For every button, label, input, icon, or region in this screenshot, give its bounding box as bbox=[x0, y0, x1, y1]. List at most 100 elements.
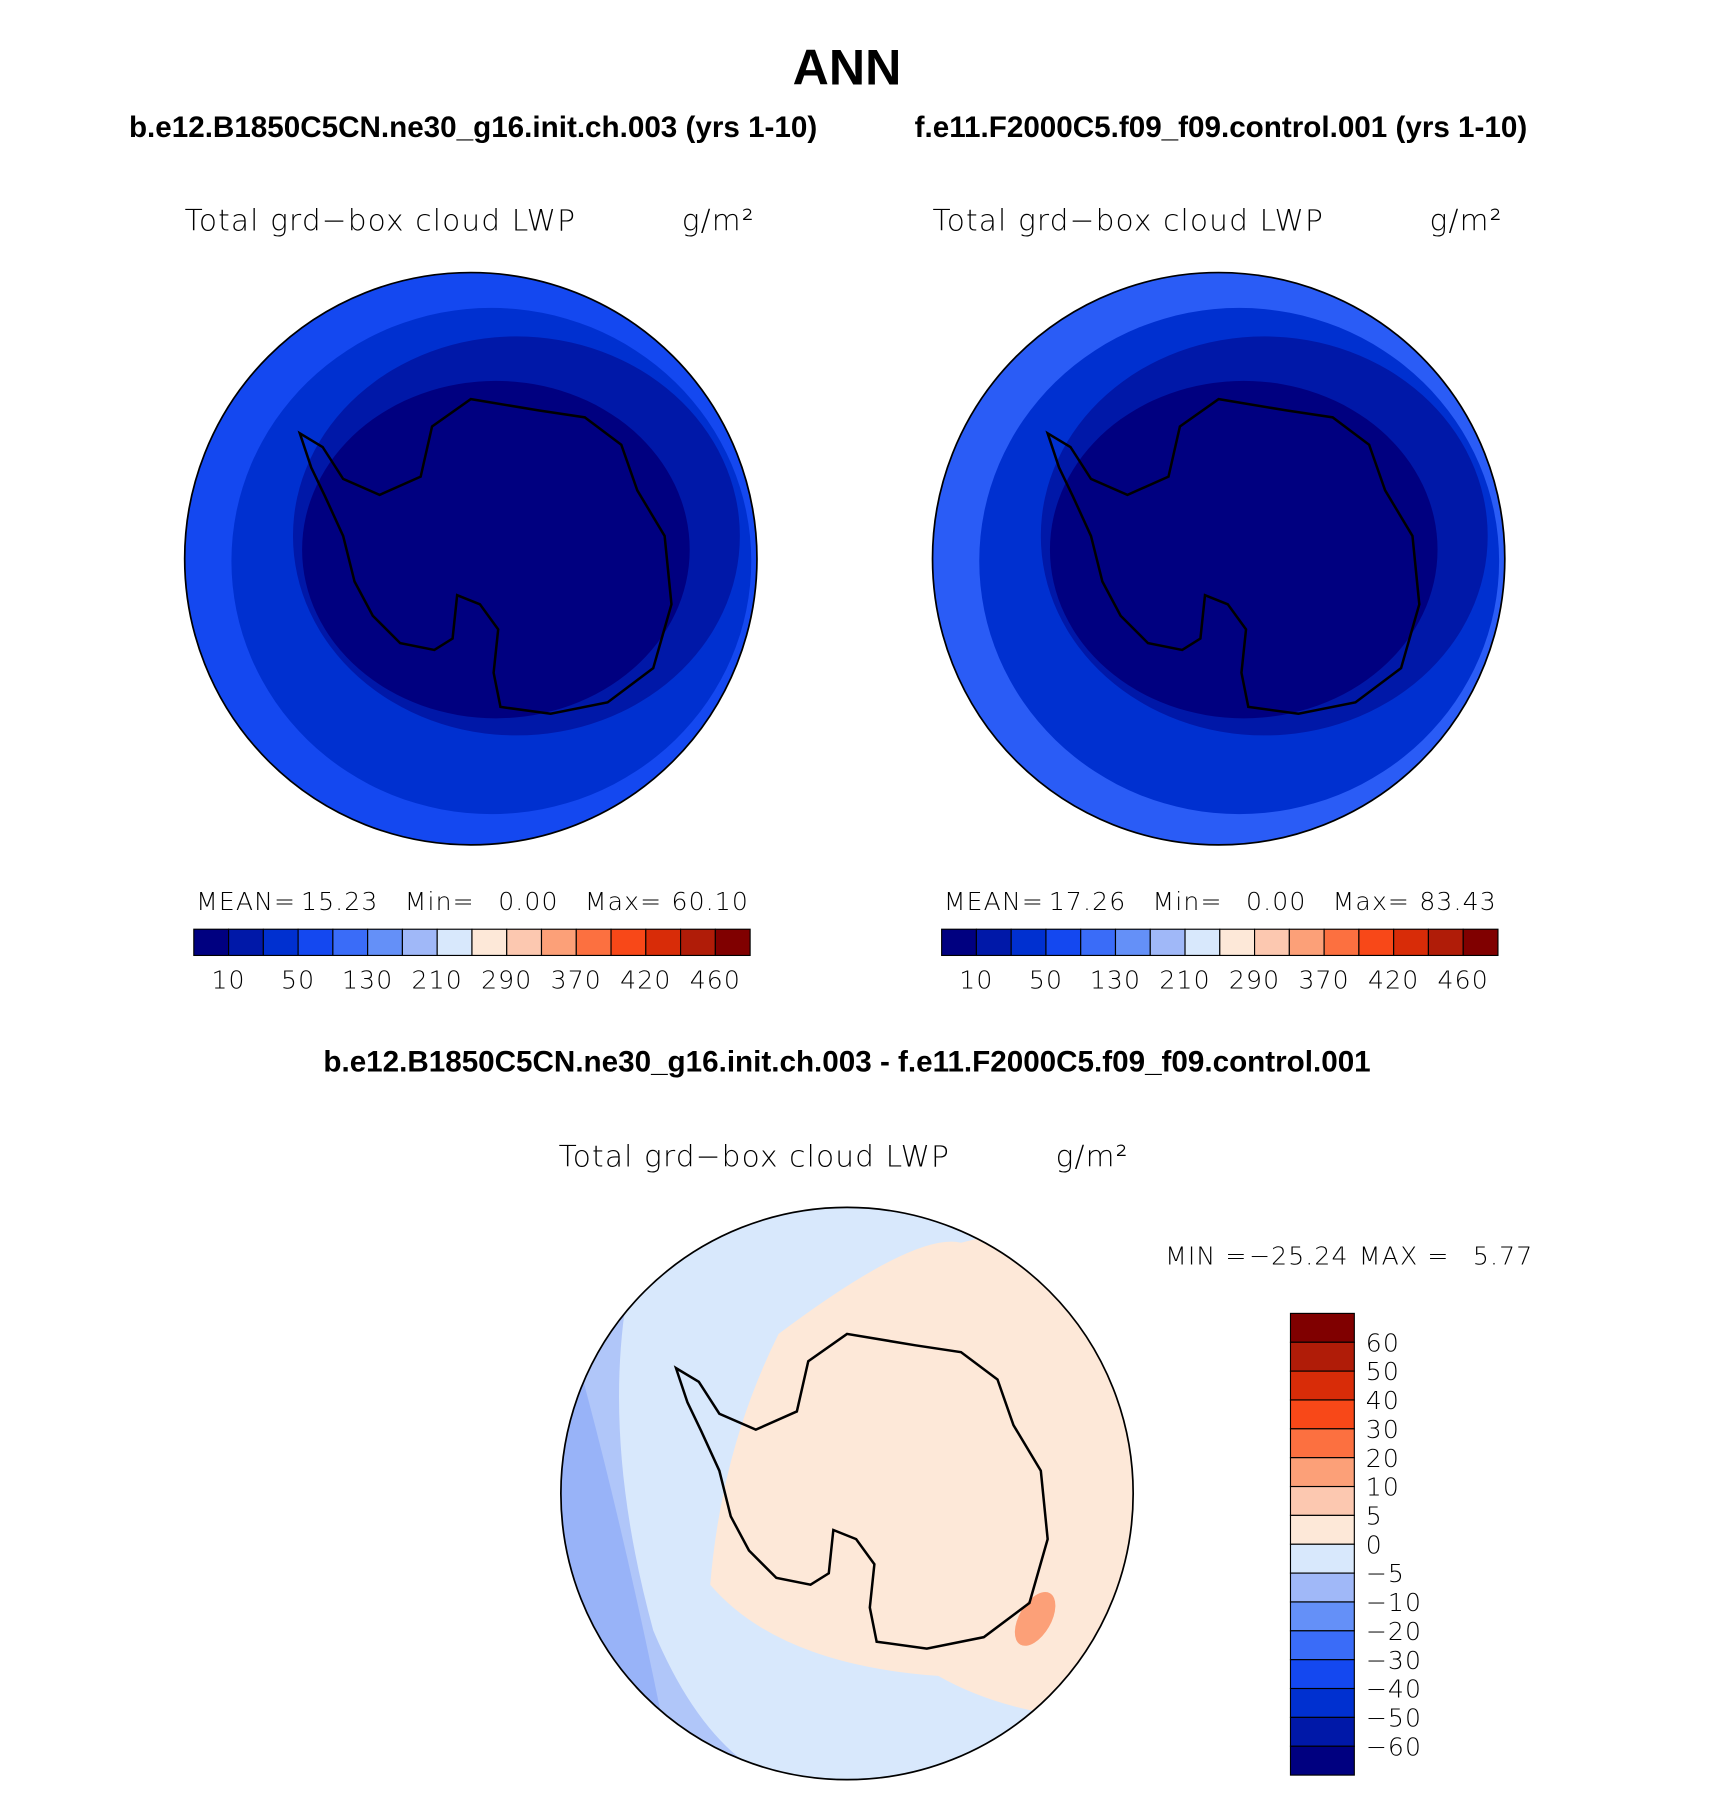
difference-case: b.e12.B1850C5CN.ne30_g16.init.ch.003 - f… bbox=[323, 1046, 1370, 1079]
map-fields bbox=[932, 272, 1505, 845]
stat-value: 60.10 bbox=[671, 887, 749, 916]
colorbar-box bbox=[436, 928, 473, 957]
colorbar-box bbox=[297, 928, 334, 957]
colorbar-label: 370 bbox=[1298, 966, 1349, 995]
colorbar-box bbox=[575, 928, 612, 957]
colorbar-box bbox=[506, 928, 543, 957]
coastline bbox=[673, 1332, 1049, 1650]
figure-title: ANN bbox=[793, 39, 902, 95]
colorbar-box bbox=[1289, 1630, 1355, 1661]
map-border bbox=[183, 271, 758, 846]
colorbar-box bbox=[1289, 1745, 1355, 1776]
colorbar-label: 130 bbox=[1090, 966, 1141, 995]
colorbar-box bbox=[1289, 1485, 1355, 1516]
colorbar-box bbox=[941, 928, 977, 957]
variable-name: Total grd−box cloud LWP bbox=[185, 202, 576, 237]
colorbar-box bbox=[1358, 928, 1395, 957]
colorbar-label: 10 bbox=[1366, 1473, 1400, 1502]
coastline bbox=[297, 397, 673, 716]
units: g/m² bbox=[1056, 1138, 1129, 1173]
colorbar-box bbox=[1393, 928, 1429, 957]
colorbar-box bbox=[1114, 928, 1151, 957]
colorbar-box bbox=[1045, 928, 1082, 957]
stat-value: −25.24 bbox=[1249, 1241, 1349, 1270]
polar-map bbox=[931, 271, 1506, 846]
map-border bbox=[560, 1206, 1135, 1781]
map-fields bbox=[184, 272, 757, 845]
colorbar-box bbox=[1427, 928, 1464, 957]
colorbar-label: 460 bbox=[1438, 966, 1489, 995]
stat-label: Max= bbox=[585, 887, 662, 916]
colorbar-box bbox=[1289, 1543, 1355, 1574]
colorbar-box bbox=[228, 928, 264, 957]
colorbar-box bbox=[1289, 1514, 1355, 1545]
contour-region bbox=[302, 380, 690, 719]
coastline bbox=[1045, 397, 1421, 716]
map-border bbox=[931, 271, 1506, 846]
colorbar-label: 30 bbox=[1366, 1415, 1400, 1444]
stat-label: MEAN= bbox=[944, 887, 1044, 916]
colorbar-label: −20 bbox=[1366, 1617, 1422, 1646]
stat-value: 5.77 bbox=[1473, 1241, 1533, 1270]
colorbar-box bbox=[1289, 1716, 1355, 1747]
colorbar-box bbox=[1289, 1370, 1355, 1401]
map-fields bbox=[560, 1207, 1134, 1780]
colorbar-label: 290 bbox=[481, 966, 532, 995]
colorbar-box bbox=[1289, 1457, 1355, 1488]
colorbar-label: 50 bbox=[281, 966, 315, 995]
polar-map bbox=[183, 271, 758, 846]
colorbar-box bbox=[1323, 928, 1360, 957]
colorbar-box bbox=[1289, 1687, 1355, 1718]
colorbar-label: −10 bbox=[1366, 1588, 1422, 1617]
variable-name: Total grd−box cloud LWP bbox=[933, 202, 1324, 237]
colorbar-box bbox=[1289, 1659, 1355, 1690]
stat-value: 17.26 bbox=[1049, 887, 1127, 916]
colorbar-label: 60 bbox=[1366, 1328, 1400, 1357]
colorbar-box bbox=[1219, 928, 1256, 957]
contour-region bbox=[1049, 380, 1438, 719]
colorbar-label: 210 bbox=[1159, 966, 1210, 995]
colorbar-label: 370 bbox=[551, 966, 602, 995]
colorbar-box bbox=[680, 928, 716, 957]
variable-name: Total grd−box cloud LWP bbox=[559, 1138, 950, 1173]
colorbar-box bbox=[610, 928, 647, 957]
contour-region bbox=[710, 1207, 1134, 1722]
colorbar-label: 290 bbox=[1229, 966, 1280, 995]
stat-label: Min= bbox=[1153, 887, 1223, 916]
stat-label: Min= bbox=[405, 887, 475, 916]
colorbar-label: 210 bbox=[412, 966, 463, 995]
colorbar-label: 5 bbox=[1366, 1502, 1383, 1531]
polar-map bbox=[560, 1206, 1135, 1781]
colorbar-box bbox=[1289, 1341, 1355, 1372]
panel-case: f.e11.F2000C5.f09_f09.control.001 (yrs 1… bbox=[915, 111, 1528, 144]
colorbar-label: 40 bbox=[1366, 1386, 1400, 1415]
colorbar-box bbox=[401, 928, 438, 957]
colorbar-label: −50 bbox=[1366, 1704, 1422, 1733]
colorbar-label: 20 bbox=[1366, 1444, 1400, 1473]
colorbar-label: −30 bbox=[1366, 1646, 1422, 1675]
colorbar-box bbox=[1462, 928, 1499, 957]
colorbar-box bbox=[1289, 1312, 1355, 1343]
colorbar-label: 50 bbox=[1366, 1357, 1400, 1386]
stat-value: 83.43 bbox=[1419, 887, 1496, 916]
colorbar-label: 130 bbox=[342, 966, 393, 995]
colorbar-box bbox=[193, 928, 230, 957]
stat-value: 0.00 bbox=[1246, 887, 1306, 916]
colorbar-box bbox=[975, 928, 1012, 957]
colorbar-box bbox=[1010, 928, 1047, 957]
colorbar-box bbox=[1288, 928, 1325, 957]
stat-value: 0.00 bbox=[498, 887, 558, 916]
colorbar-box bbox=[1289, 1601, 1355, 1632]
units: g/m² bbox=[1430, 202, 1503, 237]
colorbar-box bbox=[714, 928, 751, 957]
colorbar-box bbox=[332, 928, 369, 957]
colorbar-box bbox=[262, 928, 299, 957]
units: g/m² bbox=[682, 202, 755, 237]
colorbar-box bbox=[1289, 1572, 1355, 1603]
stat-label: Max= bbox=[1333, 887, 1410, 916]
stat-label: MEAN= bbox=[196, 887, 296, 916]
colorbar-box bbox=[1080, 928, 1117, 957]
colorbar-label: 0 bbox=[1366, 1530, 1383, 1559]
colorbar-label: −40 bbox=[1366, 1675, 1422, 1704]
